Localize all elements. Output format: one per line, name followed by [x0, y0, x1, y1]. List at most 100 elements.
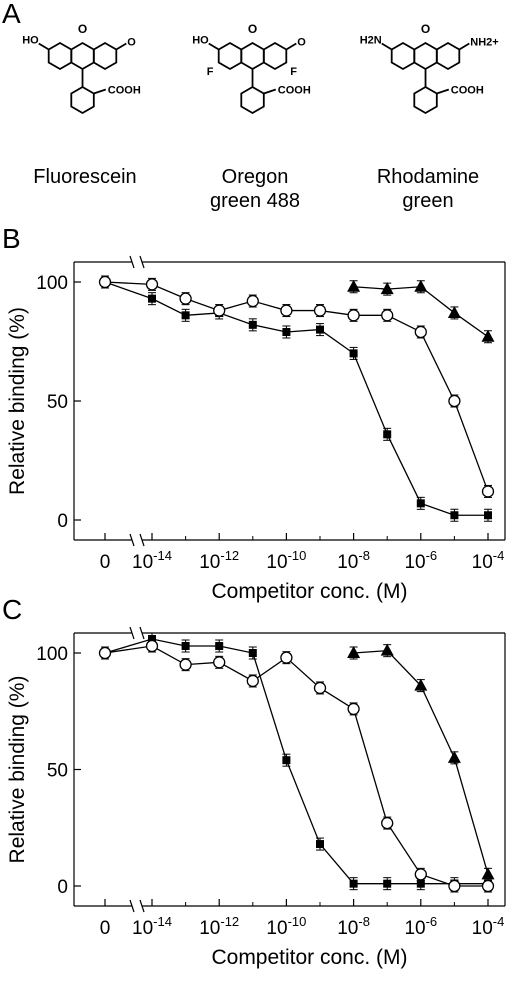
data-point-square	[349, 879, 358, 888]
series-filled-triangle	[347, 279, 495, 344]
right-ring	[435, 41, 461, 71]
compound-name-line: green 488	[209, 190, 301, 212]
benzene-ring	[70, 85, 95, 115]
series-line	[104, 645, 488, 887]
data-point-circle	[179, 292, 192, 305]
data-point-circle	[98, 275, 112, 289]
right-group-label: O	[297, 37, 306, 49]
y-axis-label: Relative binding (%)	[6, 676, 29, 864]
axis-break-mark	[139, 255, 145, 269]
data-point-square	[181, 642, 190, 651]
benzene-ring	[240, 85, 265, 115]
left-ring	[390, 41, 416, 71]
left-group-label: HO	[192, 35, 209, 47]
data-point-circle	[448, 879, 461, 893]
axis-break-mark	[129, 899, 135, 913]
series-line	[104, 281, 488, 516]
data-point-circle	[145, 639, 159, 653]
structure-2: O COOH HO O F F	[170, 22, 340, 172]
data-point-triangle	[347, 279, 361, 292]
benzene-ring	[413, 85, 438, 115]
x-axis-label: Competitor conc. (M)	[211, 946, 407, 969]
fluoro-label-right: F	[290, 66, 297, 78]
bridge-oxygen-label: O	[421, 22, 430, 36]
data-point-circle	[381, 309, 394, 322]
x-tick-label: 10-4	[472, 914, 505, 939]
compound-name: Oregon green 488	[170, 165, 340, 213]
axis-break-mark	[129, 626, 135, 640]
data-point-circle	[280, 304, 293, 317]
x-tick-label: 10-12	[199, 914, 239, 939]
data-point-circle	[313, 304, 327, 317]
x-axis-label: Competitor conc. (M)	[211, 580, 407, 603]
series-open-circle	[98, 275, 495, 498]
data-point-circle	[179, 658, 192, 671]
data-point-circle	[347, 702, 360, 716]
data-point-triangle	[414, 279, 428, 292]
data-point-circle	[481, 879, 495, 893]
central-ring	[413, 41, 438, 71]
left-ring	[47, 41, 73, 71]
data-point-circle	[347, 309, 360, 322]
data-point-square	[181, 311, 190, 320]
chart-svg: C 0 50 100 0 10-14 10-12 10-10 10-8 10-6 10-4 Compe…	[2, 594, 506, 969]
data-point-circle	[414, 868, 427, 881]
carboxyl-label: COOH	[451, 85, 484, 97]
compound-name-line: Fluorescein	[33, 166, 137, 188]
structure-drawing: O COOH HO O	[22, 22, 141, 115]
data-point-circle	[280, 651, 293, 664]
data-point-circle	[448, 394, 461, 408]
data-point-square	[416, 879, 425, 888]
series-open-circle	[98, 639, 495, 893]
data-point-square	[349, 349, 358, 358]
axis-break-mark	[129, 255, 135, 269]
axis-break-mark	[129, 533, 135, 547]
structure-1: O COOH HO O	[0, 22, 170, 172]
compound-name: Rhodamine green	[343, 165, 513, 213]
data-point-circle	[98, 646, 112, 660]
data-point-square	[316, 325, 324, 334]
x-tick-label: 10-8	[337, 914, 370, 939]
series-filled-square	[101, 275, 492, 522]
data-point-circle	[145, 278, 159, 291]
compound-name-line: Oregon	[221, 166, 289, 188]
data-point-triangle	[380, 282, 394, 295]
series-filled-square	[101, 632, 492, 891]
fluoro-label-left: F	[207, 66, 214, 78]
structure-3: O COOH H2N NH2+	[343, 22, 513, 172]
data-point-circle	[481, 485, 495, 498]
chart-panel-c: C 0 50 100 0 10-14 10-12 10-10 10-8 10-6 10-4 Compe…	[0, 594, 520, 977]
data-point-triangle	[447, 305, 461, 318]
x-tick-label: 10-12	[199, 548, 239, 573]
data-point-square	[316, 840, 324, 849]
y-tick-label: 50	[47, 392, 68, 413]
bridge-oxygen-label: O	[78, 22, 87, 36]
data-point-triangle	[481, 867, 495, 880]
data-point-triangle	[447, 750, 461, 763]
data-point-square	[248, 649, 257, 657]
structure-drawing: O COOH H2N NH2+	[360, 22, 499, 115]
x-tick-label: 10-4	[472, 548, 505, 573]
y-axis-label: Relative binding (%)	[6, 307, 29, 495]
carboxyl-label: COOH	[278, 85, 311, 97]
right-group-label: O	[127, 37, 136, 49]
axis-break-mark	[139, 626, 145, 640]
data-point-circle	[246, 294, 259, 308]
x-tick-label: 10-8	[337, 548, 370, 573]
data-point-circle	[414, 325, 427, 339]
x-tick-label: 10-14	[132, 548, 172, 573]
compound-name: Fluorescein	[0, 165, 170, 189]
data-point-square	[215, 642, 224, 651]
panel-a-letter: A	[2, 0, 21, 29]
right-ring	[262, 41, 288, 71]
compound-name-line: Rhodamine	[376, 166, 480, 188]
left-group-label: HO	[22, 35, 39, 47]
central-ring	[70, 41, 95, 71]
x-tick-label: 10-6	[404, 914, 437, 939]
data-point-square	[383, 879, 392, 888]
central-ring	[240, 41, 265, 71]
x-tick-label: 10-10	[266, 914, 306, 939]
data-point-circle	[313, 681, 327, 695]
data-point-triangle	[347, 646, 361, 658]
structure-drawing: O COOH HO O F F	[192, 22, 311, 115]
